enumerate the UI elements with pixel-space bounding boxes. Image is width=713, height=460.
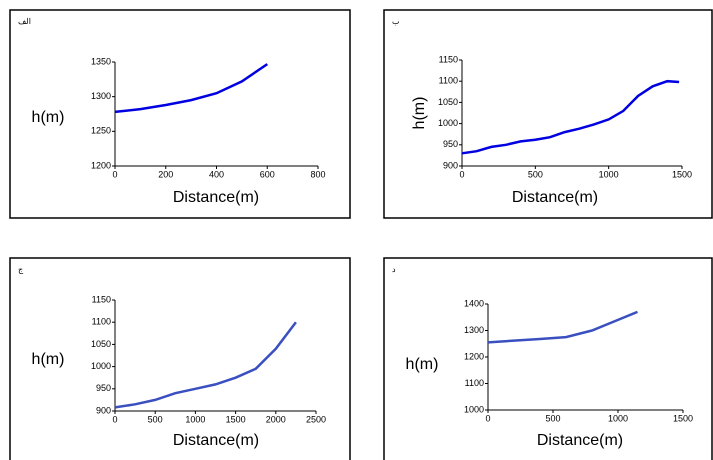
y-tick-label: 1050 [438,97,458,107]
data-line [114,321,297,409]
panel-title: د [392,265,396,274]
data-line [487,310,638,344]
y-tick-label: 1200 [464,351,484,361]
x-tick-label: 1500 [226,414,246,424]
x-tick-label: 200 [158,169,173,179]
panel-title: ج [18,265,24,274]
y-axis-label: h(m) [411,97,428,130]
x-tick-label: 500 [528,169,543,179]
panel-frame [9,257,351,460]
y-tick-label: 1050 [91,339,111,349]
y-tick-label: 1300 [91,91,111,101]
y-tick-label: 1150 [92,294,111,304]
chart-panel: ج 0 500 1000 1500 2000 2500 900 950 1000 1050 1100 1… [9,257,351,460]
y-tick-label: 1000 [464,404,484,414]
y-tick-label: 1100 [439,76,458,86]
x-tick-label: 0 [112,169,117,179]
data-line [114,63,269,114]
x-tick-label: 1000 [599,169,619,179]
x-tick-label: 0 [112,414,117,424]
y-tick-label: 1000 [91,361,111,371]
x-tick-label: 800 [310,169,325,179]
x-axis-label: Distance(m) [173,189,259,206]
x-tick-label: 1000 [608,413,628,423]
x-tick-label: 1500 [673,413,693,423]
x-tick-label: 2000 [266,414,286,424]
x-tick-label: 400 [209,169,224,179]
x-axis-label: Distance(m) [512,189,598,206]
x-tick-label: 500 [148,414,163,424]
panel-title: الف [18,17,31,26]
y-tick-label: 1300 [464,325,484,335]
y-axis-label: h(m) [406,356,439,373]
chart-panel: ب 0 500 1000 1500 900 950 1000 1050 1100 1150 Dista… [383,9,713,219]
chart-panel: الف 0 200 400 600 800 1200 1250 1300 1350 Distance… [9,9,351,219]
y-tick-label: 1250 [91,126,111,136]
chart-panel: د 0 500 1000 1500 1000 1100 1200 1300 1400 Distanc… [383,257,713,460]
panel-frame [383,9,713,219]
panel-frame [9,9,351,219]
y-tick-label: 1000 [438,118,458,128]
panel-title: ب [392,17,400,26]
y-tick-label: 1100 [92,317,111,327]
x-tick-label: 600 [260,169,275,179]
y-tick-label: 900 [96,405,111,415]
y-tick-label: 1400 [464,298,484,308]
x-tick-label: 1500 [672,169,692,179]
y-tick-label: 1350 [91,56,111,66]
y-tick-label: 950 [96,383,111,393]
x-tick-label: 2500 [306,414,326,424]
y-tick-label: 950 [443,139,458,149]
x-tick-label: 0 [459,169,464,179]
x-tick-label: 500 [545,413,560,423]
y-tick-label: 1100 [465,378,484,388]
data-line [461,79,680,155]
y-tick-label: 1200 [91,160,111,170]
x-tick-label: 1000 [185,414,205,424]
y-axis-label: h(m) [32,109,65,126]
x-tick-label: 0 [485,413,490,423]
y-tick-label: 900 [443,160,458,170]
y-tick-label: 1150 [439,54,458,64]
x-axis-label: Distance(m) [537,432,623,449]
y-axis-label: h(m) [32,351,65,368]
x-axis-label: Distance(m) [173,432,259,449]
panel-frame [383,257,713,460]
